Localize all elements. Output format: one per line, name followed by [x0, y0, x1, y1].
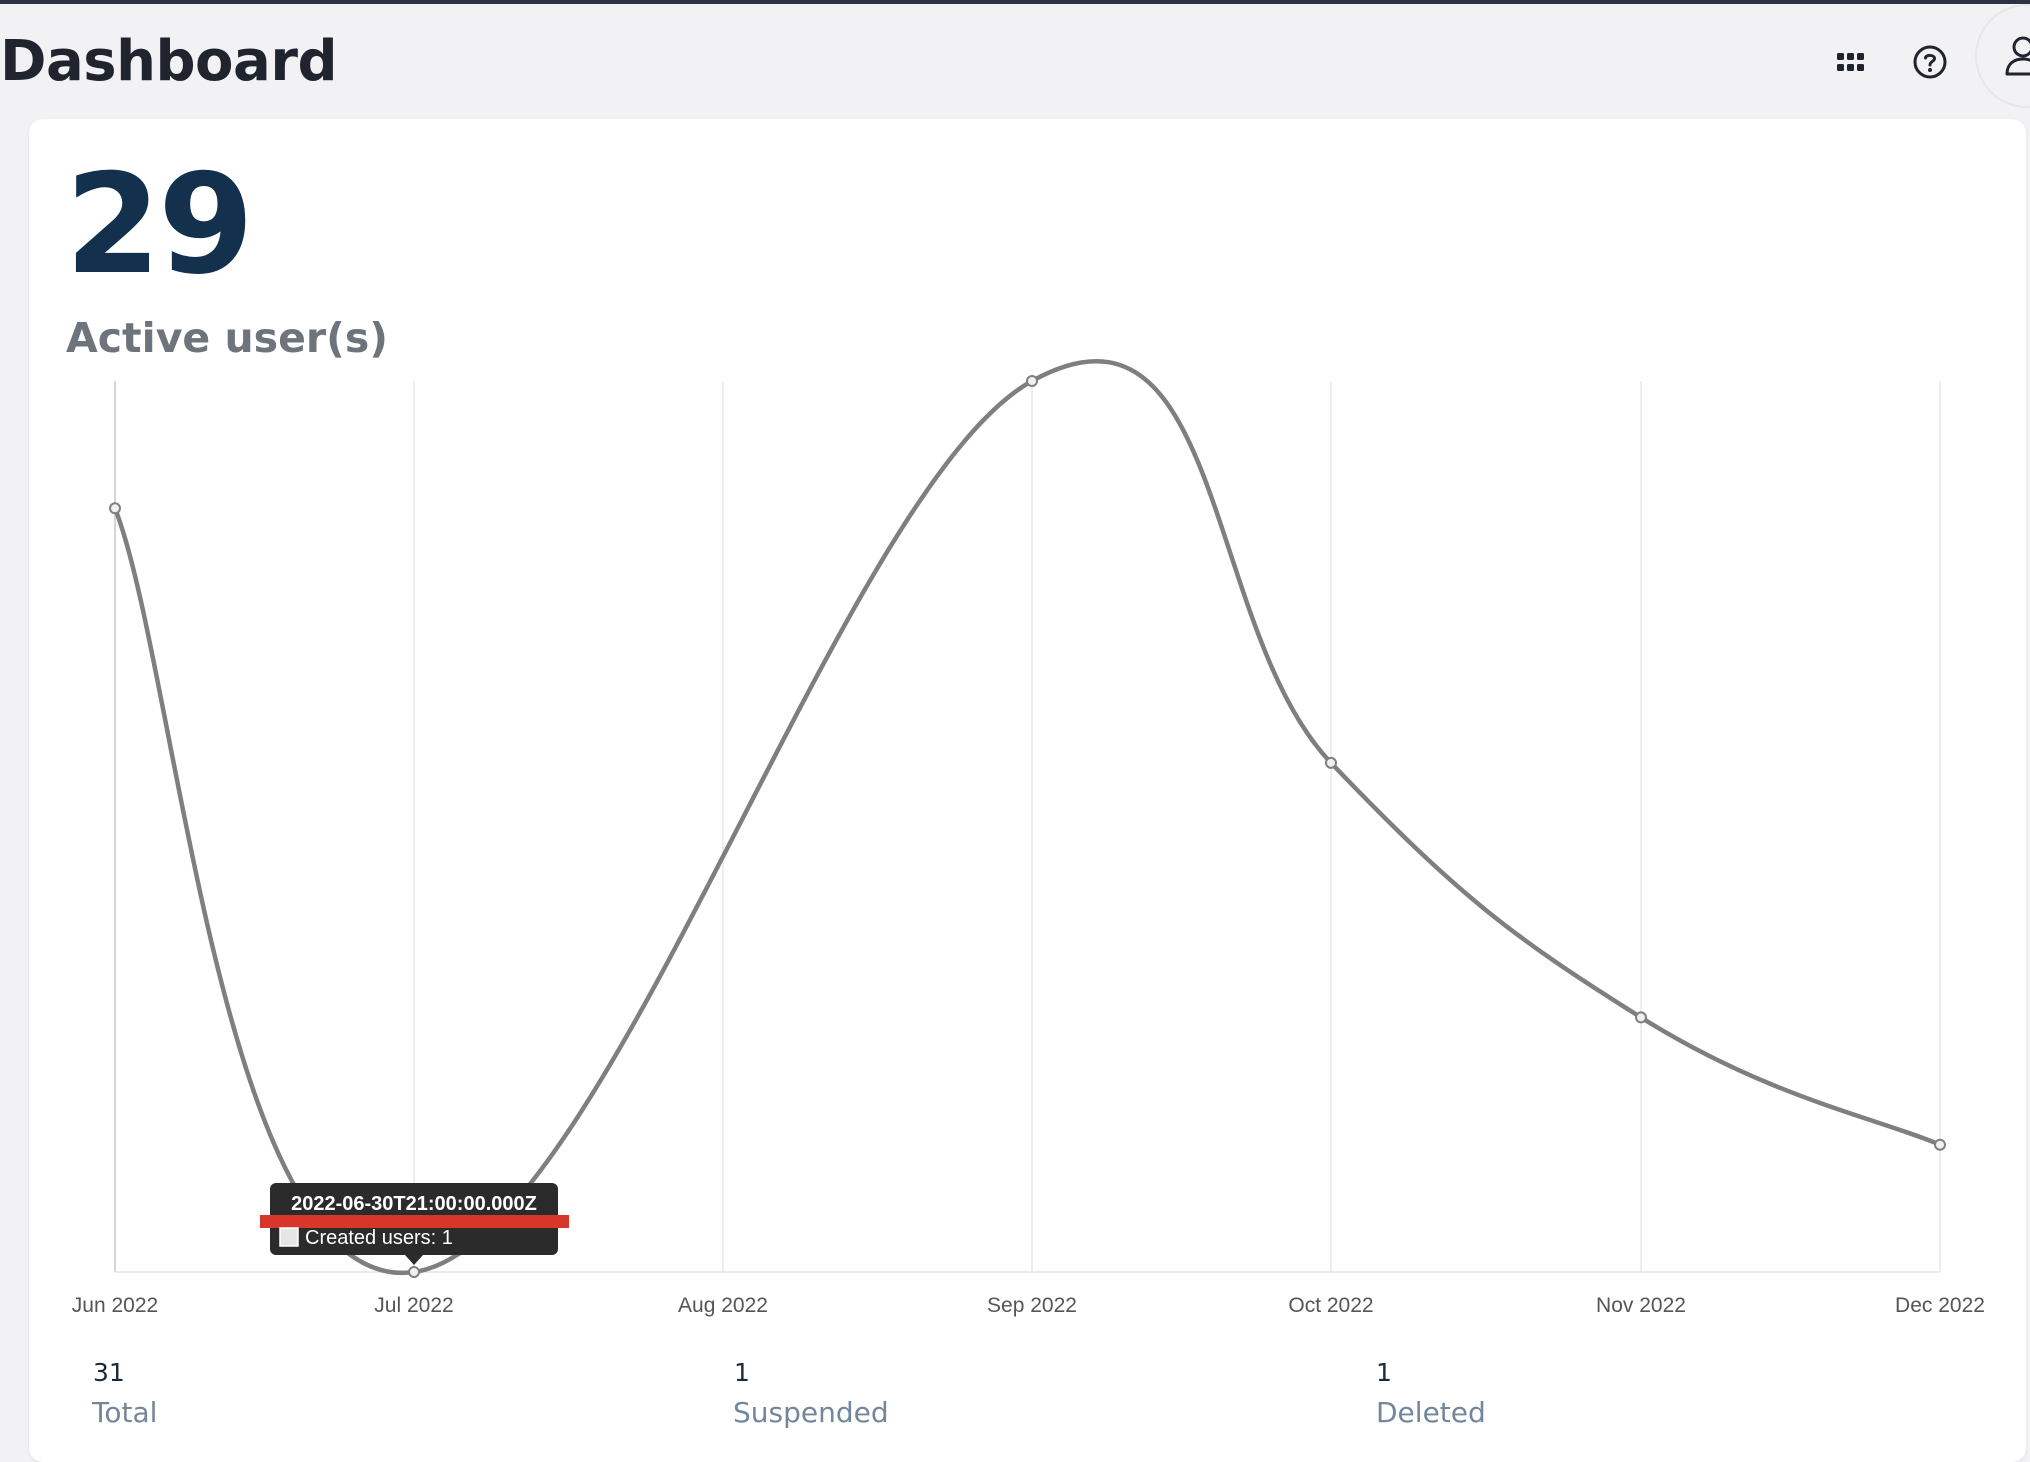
data-point [408, 1266, 420, 1278]
x-tick-label: Jul 2022 [374, 1294, 453, 1317]
stat-total-label: Total [92, 1396, 158, 1429]
apps-grid-icon[interactable] [1825, 36, 1877, 88]
tooltip-highlight-bar [260, 1215, 569, 1228]
stat-suspended-value: 1 [734, 1358, 750, 1387]
x-tick-label: Jun 2022 [72, 1294, 158, 1317]
page-title: Dashboard [0, 29, 338, 94]
x-tick-label: Aug 2022 [678, 1294, 768, 1317]
tooltip-pointer [405, 1255, 423, 1265]
tooltip-title: 2022-06-30T21:00:00.000Z [291, 1193, 537, 1215]
data-point [1934, 1138, 1946, 1151]
user-icon [2005, 36, 2030, 76]
data-point [109, 502, 121, 515]
tooltip-label: Created users: 1 [305, 1227, 453, 1249]
top-border [0, 0, 2030, 4]
active-users-label: Active user(s) [66, 314, 388, 362]
x-tick-label: Oct 2022 [1288, 1294, 1373, 1317]
data-point [1026, 375, 1038, 387]
stat-deleted-label: Deleted [1376, 1396, 1486, 1429]
x-tick-label: Sep 2022 [987, 1294, 1077, 1317]
series-line-created-users [112, 359, 1941, 1275]
stat-suspended-label: Suspended [733, 1396, 889, 1429]
tooltip-legend-swatch [279, 1227, 299, 1247]
x-tick-label: Nov 2022 [1596, 1294, 1686, 1317]
active-users-count: 29 [65, 144, 254, 305]
stat-total-value: 31 [93, 1358, 125, 1387]
help-icon[interactable] [1904, 36, 1956, 88]
x-tick-label: Dec 2022 [1895, 1294, 1985, 1317]
chart-tooltip: 2022-06-30T21:00:00.000Z Created users: 1 [260, 1183, 569, 1265]
data-point [1635, 1011, 1647, 1024]
stat-deleted-value: 1 [1376, 1358, 1392, 1387]
data-point [1325, 756, 1337, 769]
